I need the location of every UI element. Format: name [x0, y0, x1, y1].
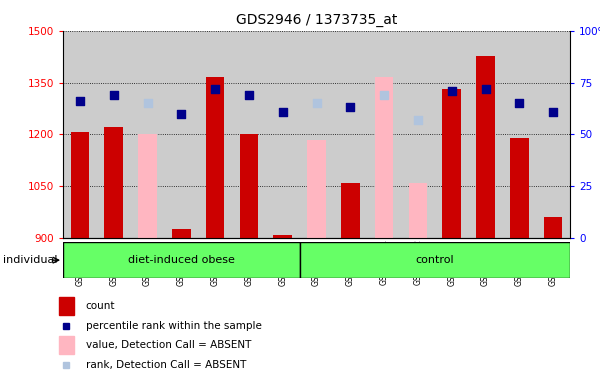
- Bar: [476, 56, 495, 238]
- Bar: [502, 31, 536, 238]
- Text: control: control: [415, 255, 454, 265]
- Bar: [409, 183, 427, 238]
- Bar: [536, 31, 570, 238]
- Text: rank, Detection Call = ABSENT: rank, Detection Call = ABSENT: [86, 360, 246, 370]
- Bar: [299, 31, 334, 238]
- Bar: [97, 31, 131, 238]
- Point: [143, 100, 152, 106]
- Point: [447, 88, 457, 94]
- Point: [75, 98, 85, 104]
- Bar: [206, 78, 224, 238]
- Bar: [172, 230, 191, 238]
- Bar: [442, 89, 461, 238]
- Bar: [266, 31, 299, 238]
- Bar: [138, 134, 157, 238]
- Text: diet-induced obese: diet-induced obese: [128, 255, 235, 265]
- Bar: [274, 235, 292, 238]
- Bar: [71, 132, 89, 238]
- Title: GDS2946 / 1373735_at: GDS2946 / 1373735_at: [236, 13, 397, 27]
- Point: [514, 100, 524, 106]
- Point: [346, 104, 355, 111]
- Bar: [375, 78, 394, 238]
- Bar: [59, 297, 74, 316]
- Bar: [63, 31, 97, 238]
- Bar: [63, 242, 299, 278]
- Bar: [469, 31, 502, 238]
- Bar: [334, 31, 367, 238]
- Bar: [510, 138, 529, 238]
- Point: [211, 86, 220, 92]
- Point: [312, 100, 322, 106]
- Bar: [104, 127, 123, 238]
- Bar: [131, 31, 164, 238]
- Bar: [299, 242, 570, 278]
- Point: [244, 92, 254, 98]
- Text: individual: individual: [3, 255, 58, 265]
- Point: [278, 109, 287, 115]
- Point: [481, 86, 490, 92]
- Point: [413, 117, 422, 123]
- Point: [176, 111, 186, 117]
- Text: count: count: [86, 301, 115, 311]
- Bar: [341, 184, 359, 238]
- Bar: [435, 31, 469, 238]
- Bar: [401, 31, 435, 238]
- Bar: [307, 139, 326, 238]
- Point: [379, 92, 389, 98]
- Point: [548, 109, 558, 115]
- Text: percentile rank within the sample: percentile rank within the sample: [86, 321, 262, 331]
- Text: value, Detection Call = ABSENT: value, Detection Call = ABSENT: [86, 340, 251, 350]
- Point: [109, 92, 119, 98]
- Bar: [367, 31, 401, 238]
- Bar: [544, 217, 562, 238]
- Bar: [239, 134, 258, 238]
- Bar: [164, 31, 198, 238]
- Bar: [198, 31, 232, 238]
- Bar: [59, 336, 74, 354]
- Bar: [232, 31, 266, 238]
